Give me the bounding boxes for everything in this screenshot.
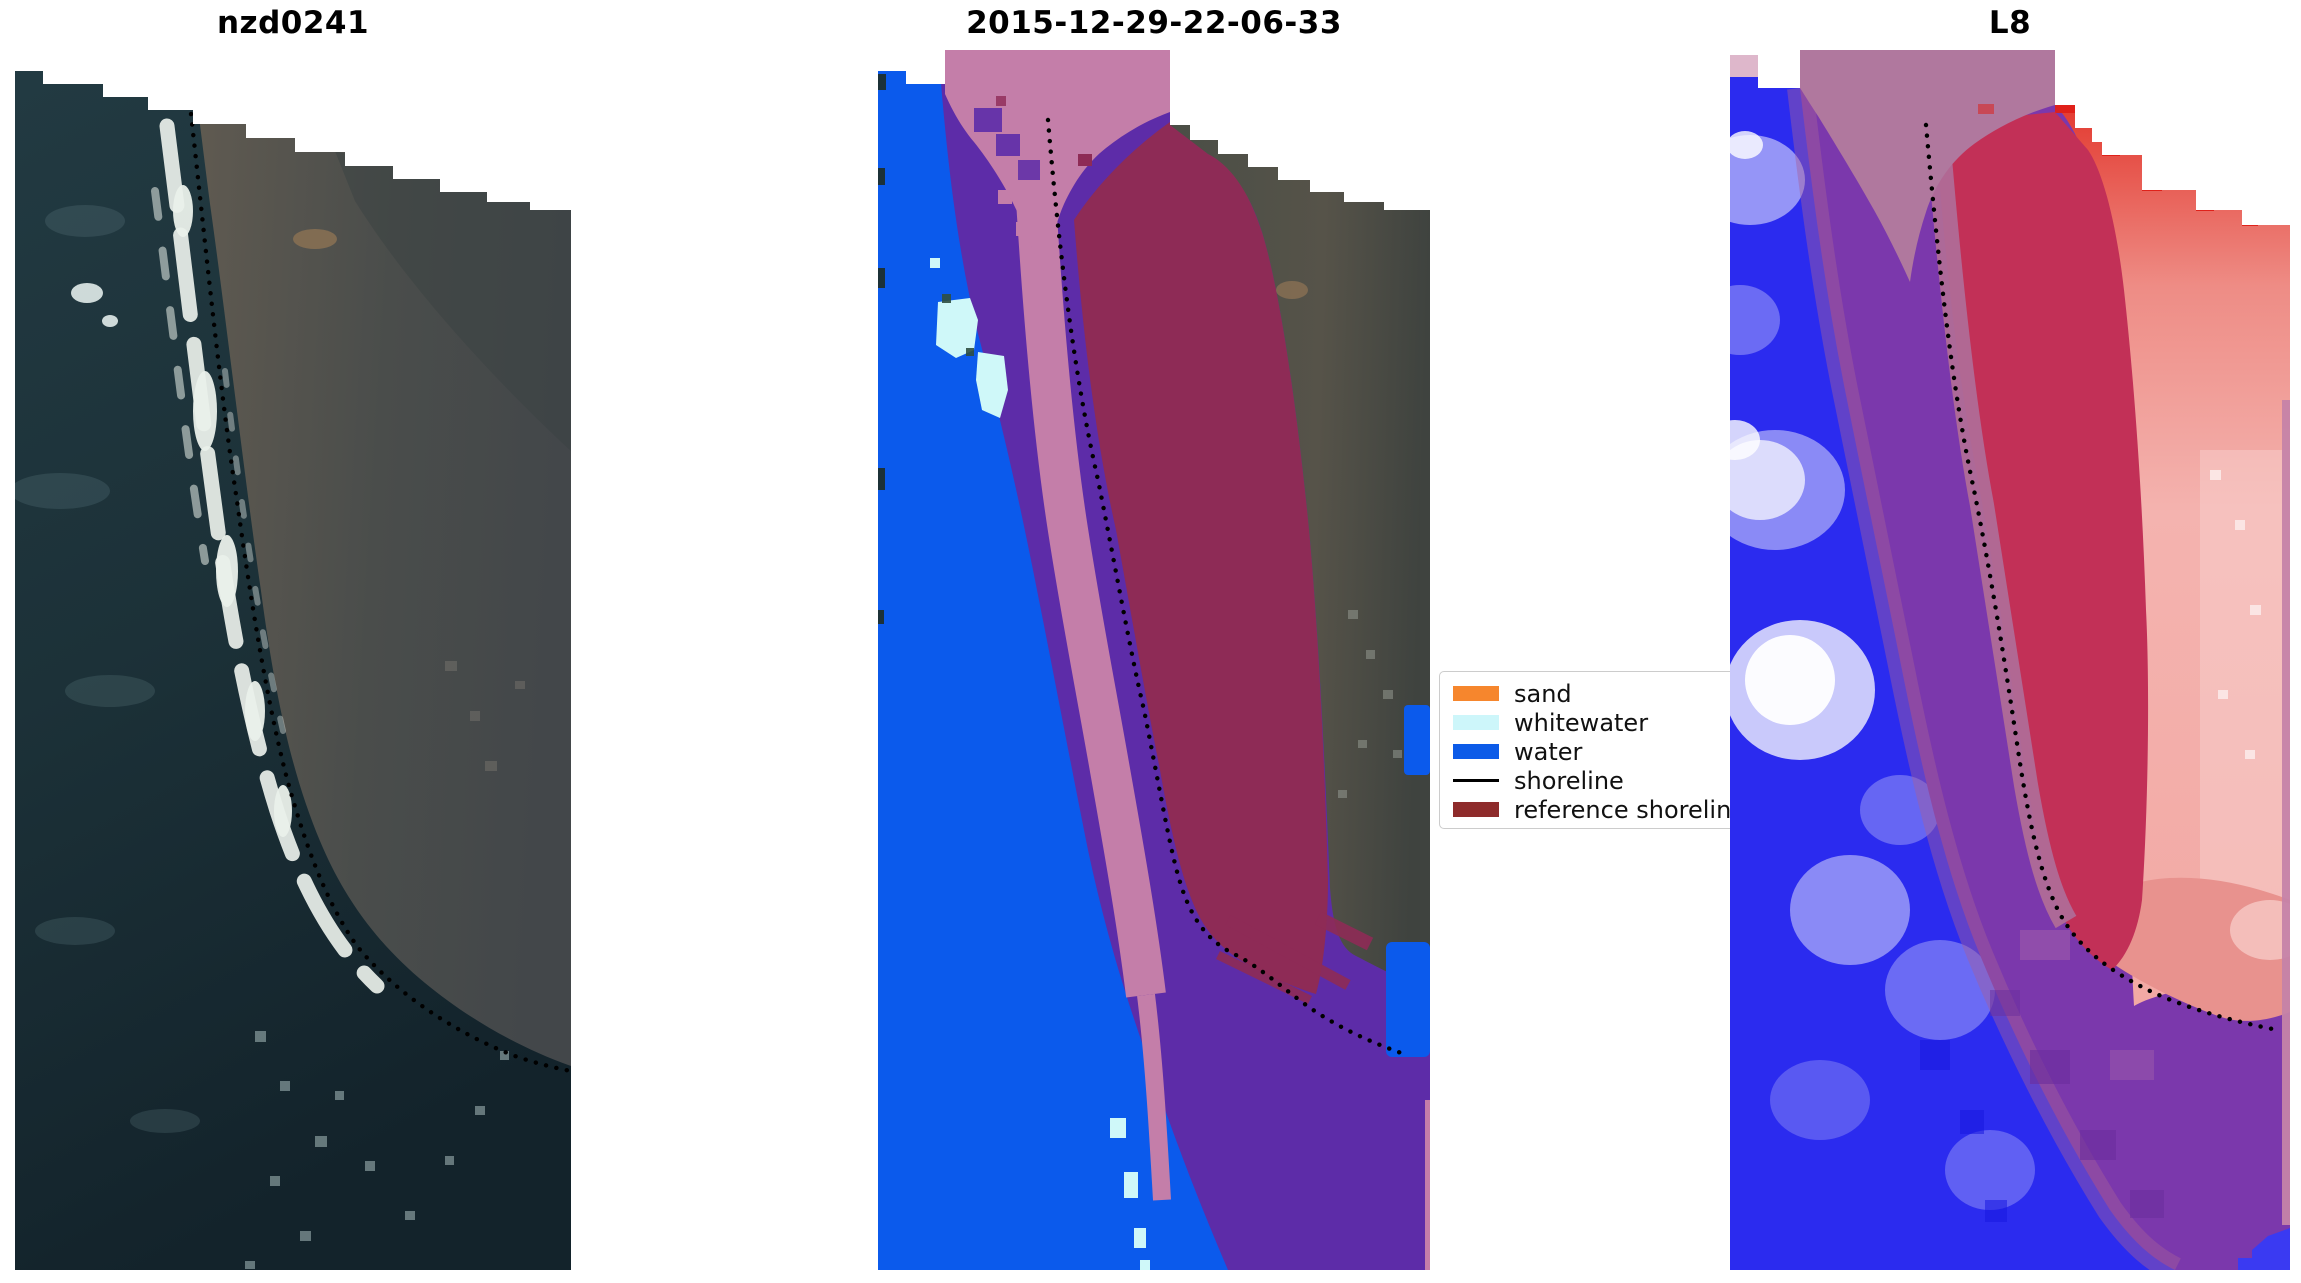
buffer-over-land-region	[1935, 112, 2149, 970]
foam-patch	[71, 283, 118, 327]
purple-texture	[1990, 930, 2164, 1218]
whitewater-swatch	[1453, 715, 1499, 730]
tab-red-pixel	[1978, 104, 1994, 114]
buffer-stripes	[1216, 911, 1374, 1005]
water-corner-step	[2238, 1258, 2254, 1270]
reference-buffer-swatch	[1453, 802, 1499, 817]
tab-mottling	[974, 96, 1092, 180]
beach-band	[1016, 198, 1171, 1201]
water-clouds	[1730, 131, 2035, 1210]
shoreline-path	[1045, 117, 1407, 1057]
dark-water-pixels	[1920, 1040, 2007, 1222]
legend-label: shoreline	[1514, 766, 1624, 795]
right-edge-buffer-strip	[1425, 1100, 1430, 1270]
topleft-pink-patch	[1730, 55, 1758, 77]
panel-classified-image	[878, 50, 1430, 1270]
buffer-edge-rose	[1787, 86, 2182, 1270]
panel-l8-image	[1730, 50, 2290, 1270]
land-speckles	[1338, 610, 1402, 798]
whitewater-patches	[930, 258, 1150, 1270]
shoreline-path	[1923, 122, 2281, 1033]
bottom-speckles	[245, 1031, 509, 1269]
right-edge-buffer-strip	[2282, 400, 2290, 1225]
water-corner	[2252, 1228, 2290, 1270]
surf-blobs	[173, 185, 292, 837]
edge-dashes	[878, 74, 886, 624]
dark-pixels	[942, 294, 974, 356]
water-swatch	[1453, 744, 1499, 759]
shoreline-swatch	[1453, 779, 1499, 782]
salmon-highlight	[2230, 900, 2290, 960]
panel-title-l8: L8	[1988, 5, 2032, 41]
rose-strip	[1926, 134, 2077, 929]
legend-item-shoreline: shoreline	[1453, 766, 1806, 795]
ocean-texture	[15, 205, 200, 1133]
sand-spot	[1276, 281, 1308, 299]
sand-spot	[293, 229, 337, 249]
land-shadow	[335, 151, 571, 451]
sand-swatch	[1453, 686, 1499, 701]
legend-item-water: water	[1453, 737, 1806, 766]
legend-label: water	[1514, 737, 1583, 766]
panel-rgb-image	[15, 71, 571, 1270]
legend-item-whitewater: whitewater	[1453, 708, 1806, 737]
land-speckles	[2210, 470, 2261, 759]
legend-label: sand	[1514, 679, 1572, 708]
buffer-tab	[945, 50, 1170, 275]
surf-band	[151, 118, 385, 994]
land-region	[1170, 125, 1430, 990]
legend-label: whitewater	[1514, 708, 1649, 737]
legend-item-sand: sand	[1453, 679, 1806, 708]
water-gaps	[1386, 705, 1430, 1057]
land-speckles	[445, 661, 525, 771]
panel-title-classified: 2015-12-29-22-06-33	[966, 5, 1342, 41]
buffer-over-land-region	[1074, 122, 1328, 994]
panel-title-rgb: nzd0241	[216, 5, 370, 41]
